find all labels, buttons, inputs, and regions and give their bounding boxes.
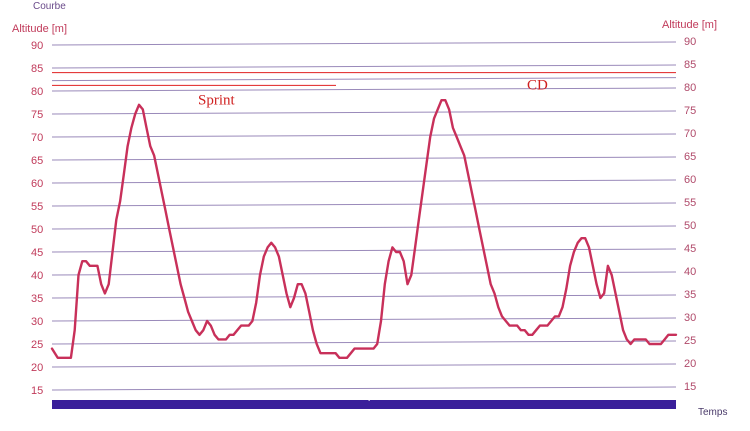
gridline-50 <box>51 225 677 230</box>
left-tick-90: 90 <box>31 40 43 52</box>
right-tick-40: 40 <box>684 266 696 278</box>
chart-title: Courbe <box>33 1 66 12</box>
annotations: Sprint CD <box>198 78 548 109</box>
left-tick-30: 30 <box>31 316 43 328</box>
left-tick-60: 60 <box>31 178 43 190</box>
left-axis-label: Altitude [m] <box>12 23 67 35</box>
left-tick-40: 40 <box>31 270 43 282</box>
reference-label-sprint: Sprint <box>198 92 236 108</box>
right-tick-35: 35 <box>684 289 696 301</box>
left-tick-80: 80 <box>31 86 43 98</box>
gridline-40 <box>51 271 677 276</box>
gridline-25 <box>51 340 677 345</box>
heart-rate-bar <box>52 400 676 409</box>
left-tick-50: 50 <box>31 224 43 236</box>
heart-rate-bar-label: 159 bpm <box>343 391 382 402</box>
reference-label-cd: CD <box>527 78 548 94</box>
gridline-35 <box>51 294 677 299</box>
right-tick-90: 90 <box>684 36 696 48</box>
right-tick-20: 20 <box>684 358 696 370</box>
gridline-60 <box>51 179 677 184</box>
altitude-line <box>50 99 678 359</box>
left-tick-20: 20 <box>31 362 43 374</box>
gridline-15 <box>51 386 677 391</box>
left-tick-15: 15 <box>31 385 43 397</box>
left-tick-45: 45 <box>31 247 43 259</box>
right-tick-75: 75 <box>684 105 696 117</box>
gridline-30 <box>51 317 677 322</box>
right-tick-15: 15 <box>684 381 696 393</box>
right-tick-85: 85 <box>684 59 696 71</box>
right-axis-label: Altitude [m] <box>662 19 717 31</box>
left-tick-70: 70 <box>31 132 43 144</box>
reference-line-cd-lower <box>51 77 677 82</box>
gridline-80 <box>51 87 677 92</box>
left-tick-labels: 90 85 80 75 70 65 60 55 50 45 40 35 30 25 20 15 <box>31 40 43 397</box>
right-tick-labels: 90 85 80 75 70 65 60 55 50 45 40 35 30 25 20 15 <box>684 36 696 393</box>
right-tick-30: 30 <box>684 312 696 324</box>
gridline-90 <box>51 41 677 46</box>
gridline-55 <box>51 202 677 207</box>
left-tick-35: 35 <box>31 293 43 305</box>
gridlines <box>51 41 677 391</box>
gridline-85 <box>51 64 677 69</box>
right-tick-25: 25 <box>684 335 696 347</box>
right-tick-65: 65 <box>684 151 696 163</box>
right-tick-50: 50 <box>684 220 696 232</box>
x-axis-label: Temps <box>698 407 727 418</box>
left-tick-25: 25 <box>31 339 43 351</box>
right-tick-55: 55 <box>684 197 696 209</box>
gridline-70 <box>51 133 677 138</box>
right-tick-70: 70 <box>684 128 696 140</box>
gridline-65 <box>51 156 677 161</box>
gridline-75 <box>51 110 677 115</box>
gridline-45 <box>51 248 677 253</box>
gridline-20 <box>51 363 677 368</box>
left-tick-65: 65 <box>31 155 43 167</box>
altitude-series <box>50 99 678 359</box>
reference-lines <box>51 72 677 86</box>
left-tick-75: 75 <box>31 109 43 121</box>
right-tick-45: 45 <box>684 243 696 255</box>
left-tick-55: 55 <box>31 201 43 213</box>
right-tick-80: 80 <box>684 82 696 94</box>
left-tick-85: 85 <box>31 63 43 75</box>
right-tick-60: 60 <box>684 174 696 186</box>
